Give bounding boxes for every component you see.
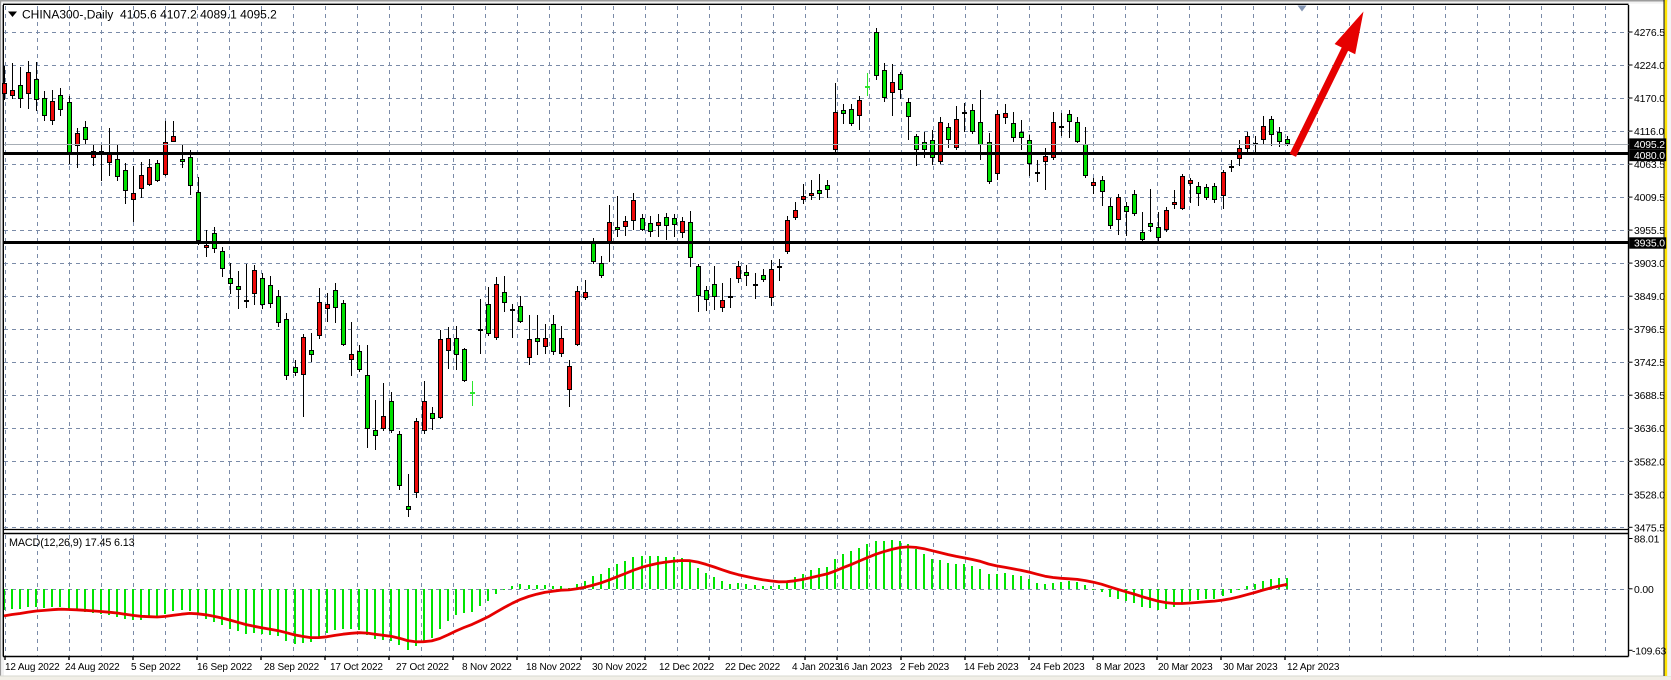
svg-text:20 Mar 2023: 20 Mar 2023 — [1158, 662, 1213, 673]
svg-text:3903.0: 3903.0 — [1634, 259, 1665, 270]
svg-text:18 Nov 2022: 18 Nov 2022 — [526, 662, 582, 673]
svg-text:-109.63: -109.63 — [1632, 646, 1667, 657]
svg-text:30 Mar 2023: 30 Mar 2023 — [1223, 662, 1278, 673]
svg-text:CHINA300-,Daily 4105.6 4107.2: CHINA300-,Daily 4105.6 4107.2 4089.1 409… — [22, 8, 277, 22]
svg-text:3636.0: 3636.0 — [1634, 424, 1665, 435]
svg-text:16 Jan 2023: 16 Jan 2023 — [839, 662, 893, 673]
svg-text:4276.5: 4276.5 — [1634, 28, 1665, 39]
svg-text:3475.5: 3475.5 — [1634, 523, 1665, 534]
svg-text:12 Apr 2023: 12 Apr 2023 — [1287, 662, 1340, 673]
svg-text:88.01: 88.01 — [1634, 535, 1660, 546]
svg-text:8 Mar 2023: 8 Mar 2023 — [1096, 662, 1146, 673]
svg-text:0.00: 0.00 — [1634, 585, 1654, 596]
svg-text:22 Dec 2022: 22 Dec 2022 — [725, 662, 781, 673]
svg-text:3849.0: 3849.0 — [1634, 292, 1665, 303]
svg-text:24 Aug 2022: 24 Aug 2022 — [65, 662, 120, 673]
svg-text:12 Dec 2022: 12 Dec 2022 — [659, 662, 715, 673]
svg-text:30 Nov 2022: 30 Nov 2022 — [592, 662, 648, 673]
svg-text:8 Nov 2022: 8 Nov 2022 — [462, 662, 512, 673]
svg-text:27 Oct 2022: 27 Oct 2022 — [396, 662, 449, 673]
svg-text:3688.5: 3688.5 — [1634, 391, 1665, 402]
svg-text:4 Jan 2023: 4 Jan 2023 — [792, 662, 841, 673]
svg-text:4080.0: 4080.0 — [1634, 151, 1665, 162]
svg-text:14 Feb 2023: 14 Feb 2023 — [964, 662, 1019, 673]
svg-text:4224.0: 4224.0 — [1634, 61, 1665, 72]
svg-text:5 Sep 2022: 5 Sep 2022 — [131, 662, 181, 673]
svg-text:16 Sep 2022: 16 Sep 2022 — [197, 662, 253, 673]
svg-text:4116.0: 4116.0 — [1634, 127, 1664, 138]
svg-text:4095.2: 4095.2 — [1634, 140, 1665, 151]
svg-text:3582.0: 3582.0 — [1634, 457, 1665, 468]
svg-text:17 Oct 2022: 17 Oct 2022 — [330, 662, 383, 673]
svg-text:4009.5: 4009.5 — [1634, 193, 1665, 204]
svg-text:28 Sep 2022: 28 Sep 2022 — [264, 662, 320, 673]
svg-text:3935.0: 3935.0 — [1634, 239, 1665, 250]
svg-text:MACD(12,26,9) 17.45 6.13: MACD(12,26,9) 17.45 6.13 — [9, 537, 135, 549]
svg-text:24 Feb 2023: 24 Feb 2023 — [1030, 662, 1085, 673]
svg-text:3955.5: 3955.5 — [1634, 226, 1665, 237]
svg-text:3742.5: 3742.5 — [1634, 358, 1665, 369]
svg-text:4063.5: 4063.5 — [1634, 160, 1665, 171]
svg-text:3528.0: 3528.0 — [1634, 490, 1665, 501]
svg-text:3796.5: 3796.5 — [1634, 325, 1665, 336]
svg-text:2 Feb 2023: 2 Feb 2023 — [900, 662, 950, 673]
svg-text:12 Aug 2022: 12 Aug 2022 — [5, 662, 60, 673]
svg-text:4170.0: 4170.0 — [1634, 94, 1665, 105]
